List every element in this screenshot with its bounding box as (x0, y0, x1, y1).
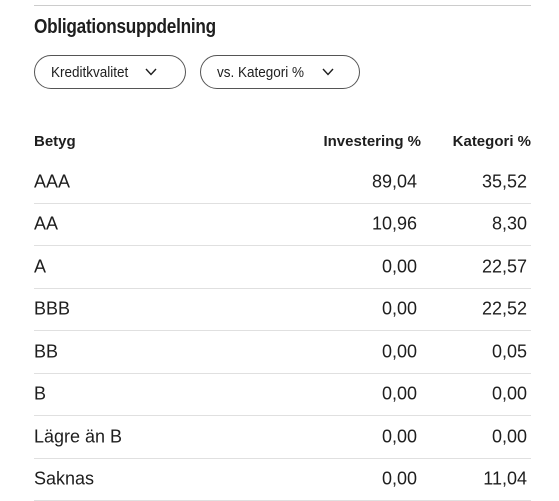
cell-category: 0,00 (492, 426, 527, 447)
header-grade: Betyg (34, 133, 76, 150)
table-row: AAA 89,04 35,52 (34, 161, 531, 204)
cell-investment: 0,00 (382, 426, 417, 447)
table-row: BB 0,00 0,05 (34, 331, 531, 374)
table-row: BBB 0,00 22,52 (34, 289, 531, 332)
section-title: Obligationsuppdelning (34, 16, 216, 39)
cell-category: 11,04 (483, 469, 527, 490)
cell-grade: Saknas (34, 469, 94, 490)
cell-grade: BBB (34, 299, 70, 320)
cell-category: 0,05 (492, 341, 527, 362)
credit-quality-table: Betyg Investering % Kategori % AAA 89,04… (34, 124, 531, 501)
credit-quality-label: Kreditkvalitet (51, 64, 128, 81)
cell-grade: B (34, 384, 46, 405)
table-row: B 0,00 0,00 (34, 374, 531, 417)
cell-grade: AA (34, 214, 58, 235)
table-row: Saknas 0,00 11,04 (34, 459, 531, 501)
credit-quality-dropdown[interactable]: Kreditkvalitet (34, 55, 186, 89)
cell-grade: Lägre än B (34, 426, 122, 447)
table-row: AA 10,96 8,30 (34, 204, 531, 247)
chevron-down-icon (322, 68, 334, 76)
cell-grade: A (34, 256, 46, 277)
cell-investment: 0,00 (382, 256, 417, 277)
table-row: Lägre än B 0,00 0,00 (34, 416, 531, 459)
cell-investment: 0,00 (382, 469, 417, 490)
cell-grade: BB (34, 341, 58, 362)
table-header: Betyg Investering % Kategori % (34, 124, 531, 161)
cell-grade: AAA (34, 171, 70, 192)
cell-category: 0,00 (492, 384, 527, 405)
cell-category: 22,52 (482, 299, 527, 320)
cell-category: 22,57 (482, 256, 527, 277)
table-row: A 0,00 22,57 (34, 246, 531, 289)
cell-investment: 0,00 (382, 341, 417, 362)
compare-category-label: vs. Kategori % (217, 64, 304, 81)
compare-category-dropdown[interactable]: vs. Kategori % (200, 55, 360, 89)
header-category: Kategori % (453, 133, 531, 150)
cell-investment: 0,00 (382, 299, 417, 320)
cell-investment: 10,96 (372, 214, 417, 235)
cell-investment: 89,04 (372, 171, 417, 192)
cell-investment: 0,00 (382, 384, 417, 405)
cell-category: 35,52 (482, 171, 527, 192)
header-investment: Investering % (323, 133, 421, 150)
filter-bar: Kreditkvalitet vs. Kategori % (34, 55, 360, 89)
cell-category: 8,30 (492, 214, 527, 235)
top-divider (34, 5, 531, 6)
chevron-down-icon (145, 68, 157, 76)
